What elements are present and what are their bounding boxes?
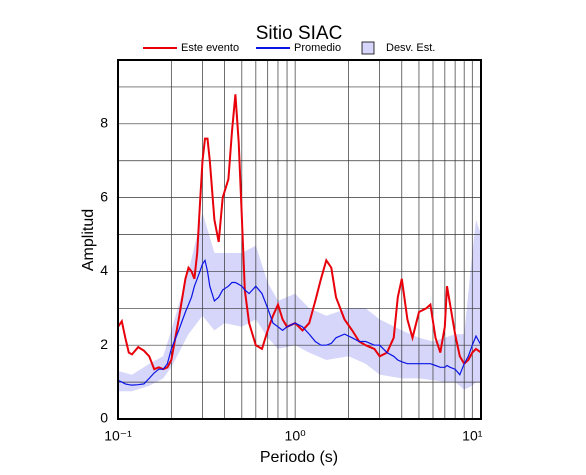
- y-tick-label: 6: [100, 188, 108, 204]
- chart-title: Sitio SIAC: [256, 23, 343, 44]
- legend-label: Este evento: [181, 42, 239, 54]
- legend-label: Promedio: [294, 42, 341, 54]
- legend-swatch: [361, 41, 375, 55]
- x-tick-label: 10⁻¹: [104, 428, 132, 444]
- y-tick-label: 2: [100, 336, 108, 352]
- x-axis-label: Periodo (s): [260, 449, 338, 466]
- x-tick-label: 10⁰: [285, 428, 307, 444]
- y-tick-label: 8: [100, 115, 108, 131]
- std-band: [118, 212, 481, 392]
- legend-label: Desv. Est.: [386, 42, 435, 54]
- y-tick-label: 0: [100, 410, 108, 426]
- y-tick-label: 4: [100, 262, 108, 278]
- plot-frame: [117, 59, 482, 420]
- y-axis-label: Amplitud: [80, 209, 97, 271]
- x-tick-label: 10¹: [462, 428, 483, 444]
- series-line: [117, 258, 482, 386]
